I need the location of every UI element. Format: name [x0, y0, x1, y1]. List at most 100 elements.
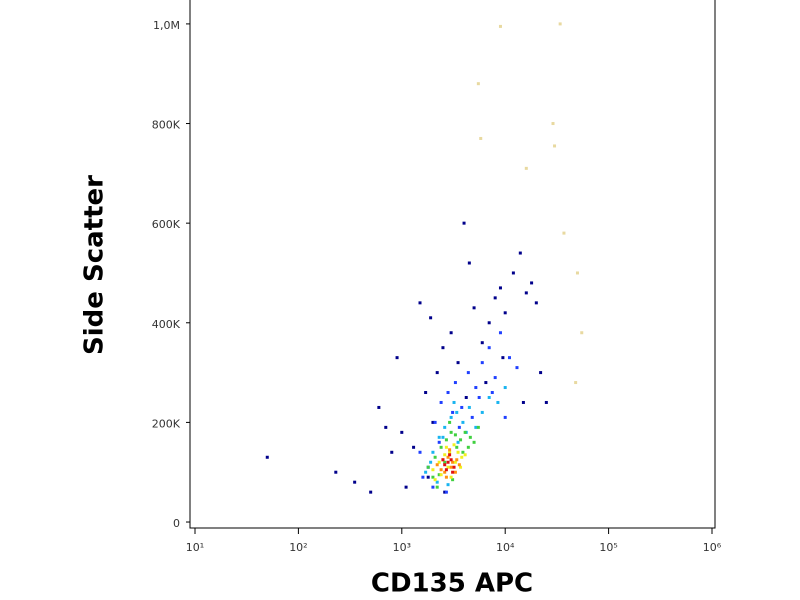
- data-point: [574, 381, 578, 385]
- data-point: [503, 311, 507, 315]
- data-point: [390, 450, 394, 454]
- data-point: [463, 430, 467, 434]
- data-point: [418, 450, 422, 454]
- data-point: [452, 465, 456, 469]
- x-tick-label: 10⁵: [599, 541, 617, 554]
- data-point: [558, 22, 562, 26]
- data-point: [435, 463, 439, 467]
- data-point: [467, 261, 471, 265]
- data-point: [575, 271, 579, 275]
- data-point: [265, 455, 269, 459]
- data-point: [467, 405, 471, 409]
- data-point: [429, 460, 433, 464]
- data-point: [476, 82, 480, 86]
- data-point: [456, 450, 460, 454]
- data-point: [501, 356, 505, 360]
- data-point: [534, 301, 538, 305]
- data-point: [524, 291, 528, 295]
- data-point: [452, 443, 456, 447]
- data-point: [453, 470, 457, 474]
- data-point: [455, 445, 459, 449]
- data-point: [444, 490, 448, 494]
- data-point: [449, 331, 453, 335]
- data-point: [474, 425, 478, 429]
- data-point: [448, 450, 452, 454]
- data-point: [433, 478, 437, 482]
- data-point: [435, 480, 439, 484]
- data-point: [431, 468, 435, 472]
- x-tick-label: 10¹: [186, 541, 204, 554]
- data-point: [498, 24, 502, 28]
- data-point: [456, 440, 460, 444]
- data-point: [466, 371, 470, 375]
- data-point: [334, 470, 338, 474]
- data-point: [377, 405, 381, 409]
- data-point: [424, 470, 428, 474]
- data-point: [515, 366, 519, 370]
- data-point: [395, 356, 399, 360]
- data-point: [498, 331, 502, 335]
- data-point: [463, 453, 467, 457]
- data-point: [461, 420, 465, 424]
- data-point: [464, 395, 468, 399]
- data-point: [496, 400, 500, 404]
- data-point: [484, 381, 488, 385]
- y-tick-label: 800K: [152, 119, 181, 132]
- data-point: [480, 341, 484, 345]
- data-point: [429, 316, 433, 320]
- data-point: [443, 460, 447, 464]
- data-point: [490, 391, 494, 395]
- data-point: [503, 386, 507, 390]
- data-point: [433, 455, 437, 459]
- data-point: [431, 485, 435, 489]
- data-point: [493, 376, 497, 380]
- data-point: [441, 458, 445, 462]
- data-point: [472, 306, 476, 310]
- data-point: [474, 386, 478, 390]
- data-point: [457, 463, 461, 467]
- data-point: [476, 425, 480, 429]
- data-point: [562, 231, 566, 235]
- data-point: [580, 331, 584, 335]
- data-point: [446, 465, 450, 469]
- data-point: [443, 453, 447, 457]
- data-point: [446, 460, 450, 464]
- data-point: [439, 473, 443, 477]
- data-point: [493, 296, 497, 300]
- data-point: [441, 346, 445, 350]
- data-point: [487, 321, 491, 325]
- data-point: [443, 463, 447, 467]
- data-point: [456, 361, 460, 365]
- data-point: [477, 395, 481, 399]
- data-point: [412, 445, 416, 449]
- data-point: [459, 465, 463, 469]
- data-point: [460, 455, 464, 459]
- data-point: [404, 485, 408, 489]
- data-point: [449, 465, 453, 469]
- y-tick-label: 0: [173, 517, 180, 530]
- y-tick-label: 400K: [152, 318, 181, 331]
- data-point: [459, 438, 463, 442]
- data-point: [451, 470, 455, 474]
- plot-area: [265, 22, 584, 494]
- data-point: [448, 448, 452, 452]
- data-point: [479, 136, 483, 140]
- data-point: [437, 440, 441, 444]
- data-point: [449, 415, 453, 419]
- data-point: [480, 410, 484, 414]
- data-point: [418, 301, 422, 305]
- data-point: [443, 470, 447, 474]
- data-point: [444, 475, 448, 479]
- data-point: [451, 410, 455, 414]
- data-point: [435, 485, 439, 489]
- data-point: [437, 460, 441, 464]
- data-point: [353, 480, 357, 484]
- axis-frame: [189, 0, 716, 529]
- data-point: [507, 356, 511, 360]
- data-point: [444, 468, 448, 472]
- data-point: [521, 400, 525, 404]
- data-point: [539, 371, 543, 375]
- data-point: [431, 420, 435, 424]
- data-point: [400, 430, 404, 434]
